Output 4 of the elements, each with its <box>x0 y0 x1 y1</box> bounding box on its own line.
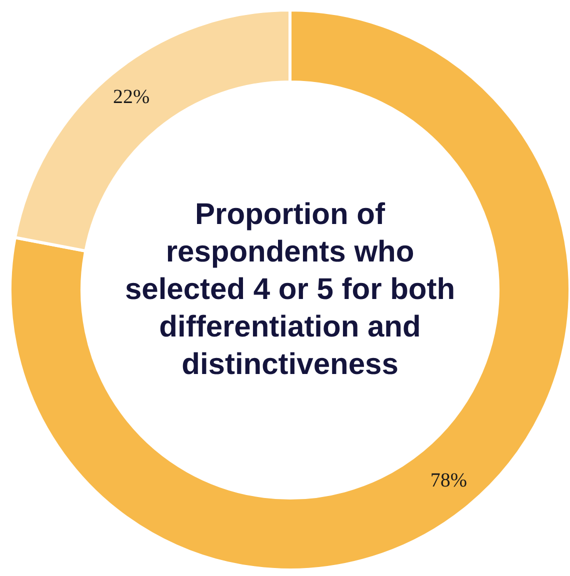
data-label: 78% <box>430 469 468 492</box>
data-label: 22% <box>112 86 150 108</box>
donut-slice <box>8 8 570 572</box>
text: Proportion of respondents who selected 4 or 5 for both differentiation and distinctiveness <box>124 198 456 381</box>
